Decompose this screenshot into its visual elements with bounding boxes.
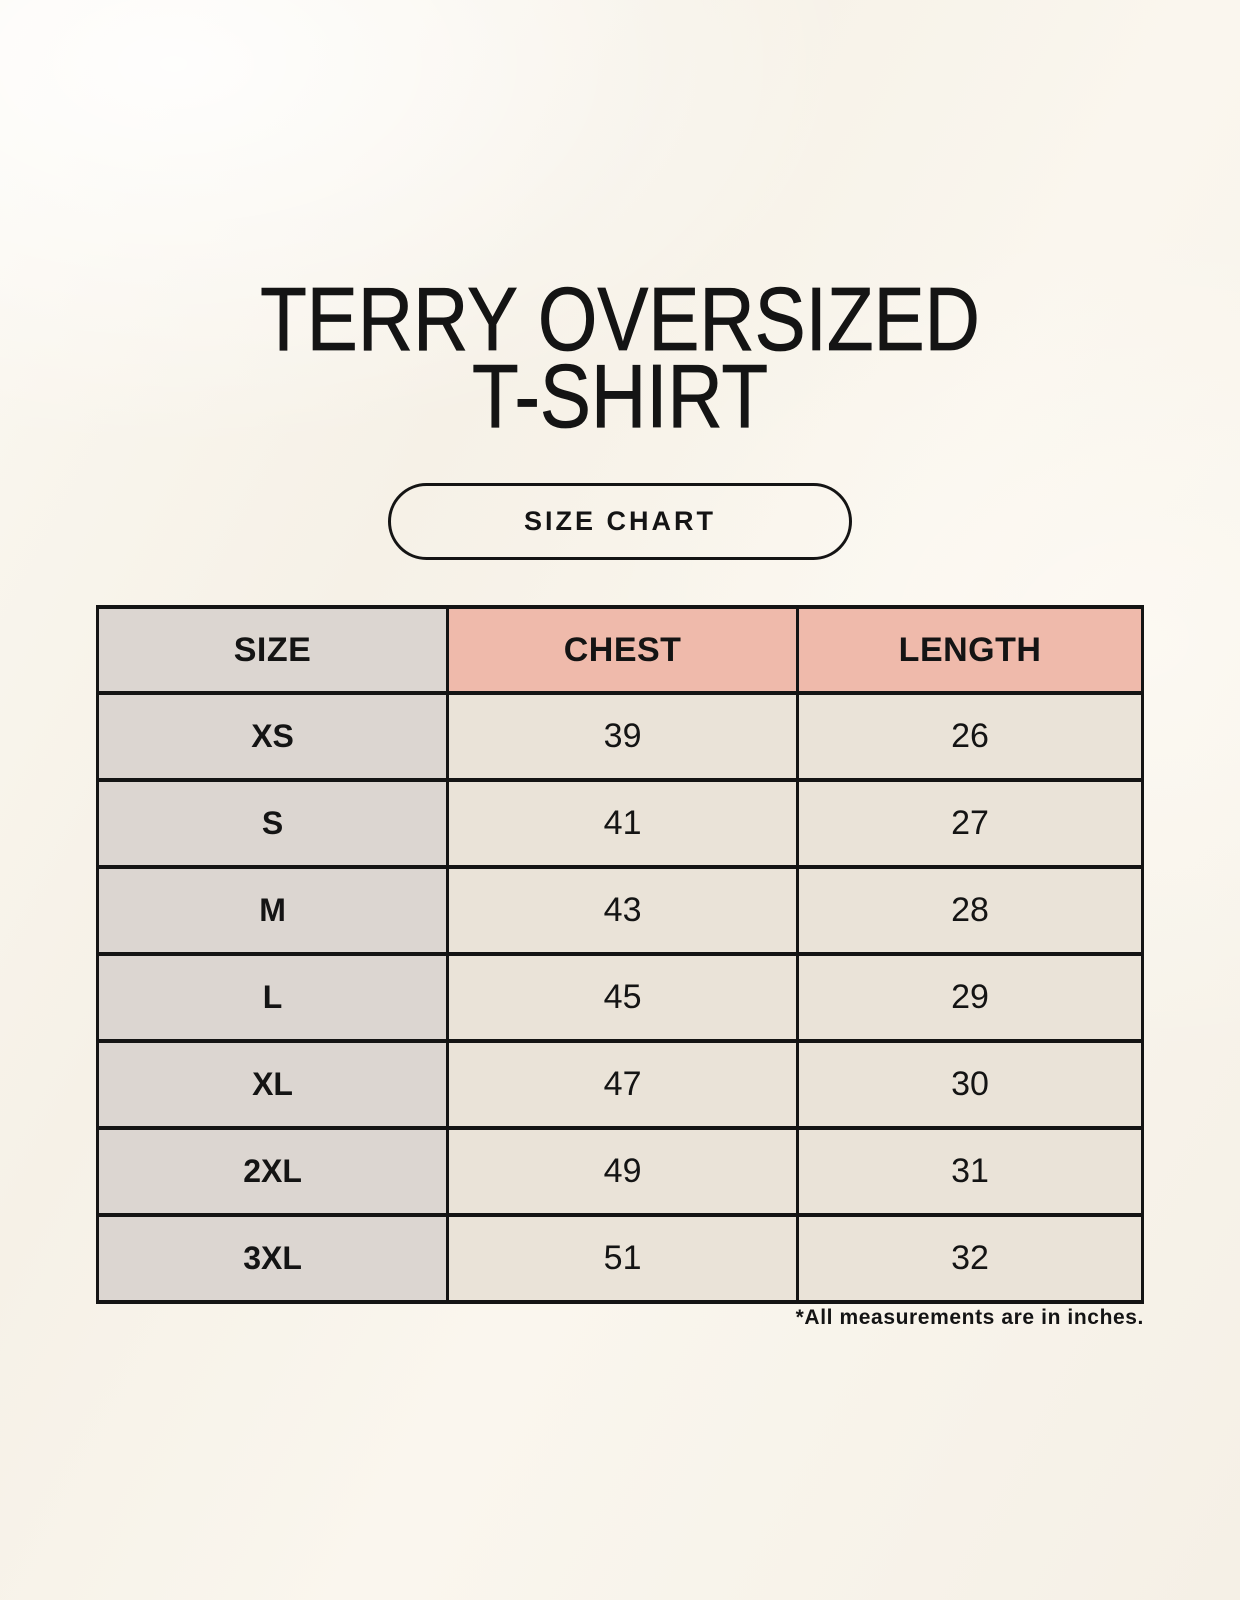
table-row-m: M 43 28 xyxy=(95,865,1144,956)
length-value: 28 xyxy=(796,865,1144,956)
measurements-footnote: *All measurements are in inches. xyxy=(795,1306,1144,1329)
chest-value: 49 xyxy=(446,1126,800,1217)
size-chart-badge-label: SIZE CHART xyxy=(524,506,716,536)
column-header-chest: CHEST xyxy=(446,605,800,695)
column-header-length: LENGTH xyxy=(796,605,1144,695)
length-value: 27 xyxy=(796,778,1144,869)
table-row-2xl: 2XL 49 31 xyxy=(95,1126,1144,1217)
header-row: SIZE CHEST LENGTH xyxy=(95,605,1144,695)
chest-value: 45 xyxy=(446,952,800,1043)
table-row-xs: XS 39 26 xyxy=(95,691,1144,782)
table-row-s: S 41 27 xyxy=(95,778,1144,869)
size-label: XS xyxy=(95,691,450,782)
chest-value: 47 xyxy=(446,1039,800,1130)
size-chart-table: SIZE CHEST LENGTH XS 39 26 S 41 27 M 43 … xyxy=(95,605,1144,1304)
product-title: TERRY OVERSIZED T-SHIRT xyxy=(0,270,1240,447)
size-label: XL xyxy=(95,1039,450,1130)
table-row-xl: XL 47 30 xyxy=(95,1039,1144,1130)
size-label: M xyxy=(95,865,450,956)
chest-value: 51 xyxy=(446,1213,800,1304)
size-label: S xyxy=(95,778,450,869)
size-label: L xyxy=(95,952,450,1043)
product-title-line2: T-SHIRT xyxy=(471,346,769,447)
product-title-line1: TERRY OVERSIZED xyxy=(260,270,981,370)
size-chart-badge[interactable]: SIZE CHART xyxy=(388,483,852,560)
chest-value: 41 xyxy=(446,778,800,869)
column-header-size: SIZE xyxy=(95,605,450,695)
table-row-3xl: 3XL 51 32 xyxy=(95,1213,1144,1304)
size-label: 3XL xyxy=(95,1213,450,1304)
table-row-l: L 45 29 xyxy=(95,952,1144,1043)
chest-value: 39 xyxy=(446,691,800,782)
length-value: 30 xyxy=(796,1039,1144,1130)
length-value: 29 xyxy=(796,952,1144,1043)
chest-value: 43 xyxy=(446,865,800,956)
length-value: 31 xyxy=(796,1126,1144,1217)
length-value: 26 xyxy=(796,691,1144,782)
size-label: 2XL xyxy=(95,1126,450,1217)
length-value: 32 xyxy=(796,1213,1144,1304)
